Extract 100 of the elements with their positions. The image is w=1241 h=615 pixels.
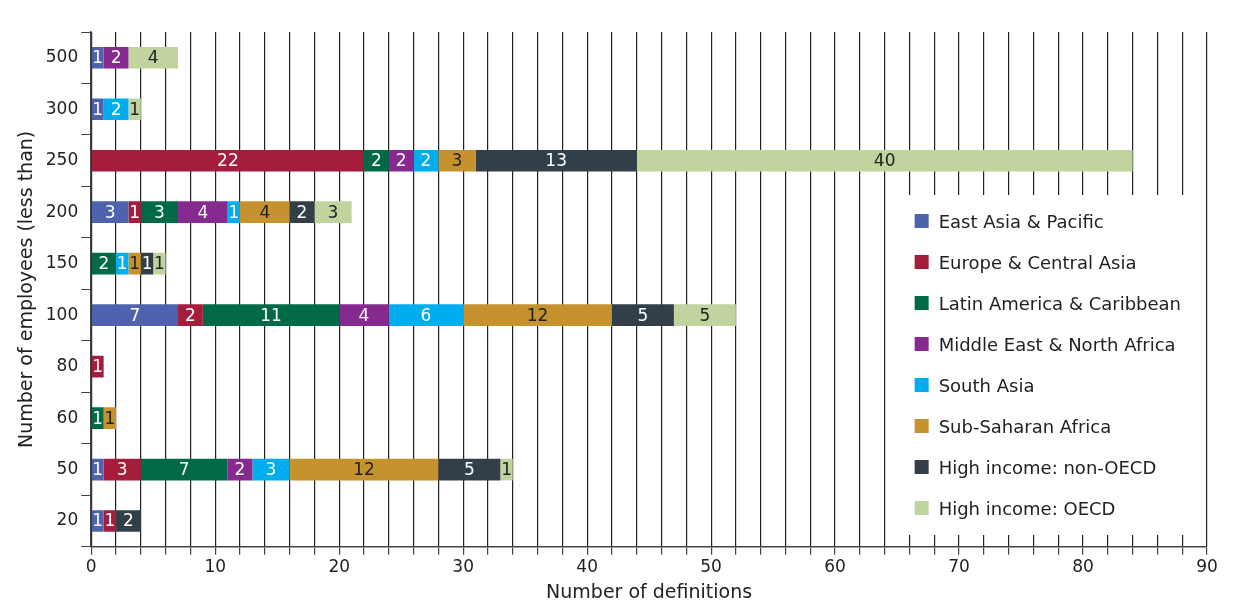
x-tick-label: 30: [452, 556, 474, 577]
y-tick-label: 20: [56, 509, 79, 530]
y-tick-label: 300: [45, 97, 79, 118]
x-tick-label: 10: [204, 556, 227, 577]
data-label: 5: [637, 304, 649, 325]
data-label: 11: [260, 304, 282, 325]
data-label: 1: [92, 459, 104, 479]
bar: [475, 149, 637, 172]
data-label: 3: [327, 201, 339, 222]
data-label: 2: [185, 304, 196, 325]
legend-label: Sub-Saharan Africa: [938, 415, 1112, 437]
y-tick-label: 200: [45, 200, 79, 221]
data-label: 12: [526, 304, 549, 325]
bar: [140, 458, 228, 481]
data-label: 3: [104, 201, 116, 222]
bar: [202, 304, 340, 326]
bar: [91, 304, 179, 326]
data-label: 1: [129, 253, 141, 274]
x-tick-label: 90: [1196, 556, 1218, 577]
y-axis-title: Number of employees (less than): [14, 130, 37, 449]
data-label: 1: [92, 356, 104, 377]
data-label: 2: [98, 253, 110, 274]
data-label: 12: [353, 459, 375, 479]
legend-label: High income: non-OECD: [938, 456, 1157, 478]
data-label: 1: [228, 201, 240, 222]
y-tick-label: 500: [45, 46, 79, 67]
data-label: 1: [129, 201, 141, 222]
data-label: 2: [123, 510, 134, 531]
data-label: 2: [370, 150, 382, 171]
bar: [252, 458, 290, 481]
x-tick-label: 70: [948, 556, 970, 577]
bar: [438, 458, 501, 481]
data-label: 1: [92, 47, 104, 68]
x-tick-label: 20: [328, 556, 351, 577]
data-label: 5: [463, 459, 475, 479]
y-tick-label: 80: [56, 355, 79, 376]
y-tick-label: 100: [45, 303, 79, 324]
bar: [388, 304, 464, 326]
data-label: 2: [234, 459, 246, 479]
bar: [91, 201, 129, 223]
bar: [240, 201, 290, 223]
data-label: 6: [420, 304, 432, 325]
x-tick-label: 60: [824, 556, 846, 577]
data-label: 4: [358, 304, 370, 325]
bar: [116, 510, 141, 532]
data-label: 5: [699, 304, 711, 325]
data-label: 4: [147, 47, 159, 68]
bar: [128, 46, 179, 69]
legend-label: Middle East & North Africa: [938, 333, 1176, 355]
bar: [91, 149, 364, 172]
bar: [314, 201, 352, 223]
data-label: 4: [259, 201, 271, 222]
bar: [363, 149, 389, 172]
data-label: 2: [420, 150, 432, 171]
data-label: 3: [265, 459, 277, 479]
bar: [673, 304, 736, 326]
data-label: 3: [116, 459, 128, 479]
bar: [611, 304, 674, 326]
data-label: 1: [92, 98, 104, 119]
bar: [178, 201, 228, 223]
data-label: 7: [178, 459, 190, 479]
legend-label: East Asia & Pacific: [938, 210, 1104, 232]
data-label: 7: [129, 304, 141, 325]
data-label: 2: [395, 150, 407, 171]
x-tick-label: 40: [576, 556, 598, 577]
data-label: 22: [217, 150, 239, 171]
x-tick-label: 0: [85, 556, 97, 577]
y-tick-label: 150: [45, 252, 79, 273]
bar: [388, 149, 414, 172]
data-label: 2: [110, 47, 122, 68]
data-label: 2: [110, 98, 122, 119]
data-label: 1: [104, 407, 116, 428]
x-axis-title: Number of definitions: [546, 579, 753, 602]
data-label: 13: [545, 150, 567, 171]
bar: [636, 149, 1133, 172]
data-label: 1: [141, 253, 153, 274]
x-tick-label: 80: [1072, 556, 1094, 577]
legend-label: High income: OECD: [938, 497, 1116, 519]
bar: [140, 201, 179, 223]
data-label: 1: [116, 253, 128, 274]
legend-label: Latin America & Caribbean: [938, 292, 1181, 314]
data-label: 1: [104, 510, 116, 531]
data-label: 4: [197, 201, 209, 222]
bar: [178, 304, 203, 326]
bar: [339, 304, 389, 326]
data-label: 1: [501, 459, 512, 479]
y-tick-label: 250: [45, 149, 79, 170]
data-label: 1: [154, 253, 165, 274]
y-tick-label: 50: [56, 458, 79, 478]
data-label: 1: [92, 510, 104, 531]
x-tick-label: 50: [700, 556, 722, 577]
bar: [463, 304, 612, 326]
y-tick-label: 60: [56, 406, 79, 427]
data-label: 40: [873, 150, 896, 171]
data-label: 3: [154, 201, 165, 222]
legend-label: South Asia: [938, 374, 1035, 396]
data-label: 2: [296, 201, 308, 222]
legend-label: Europe & Central Asia: [938, 251, 1137, 273]
bar: [438, 149, 476, 172]
data-label: 3: [451, 150, 463, 171]
